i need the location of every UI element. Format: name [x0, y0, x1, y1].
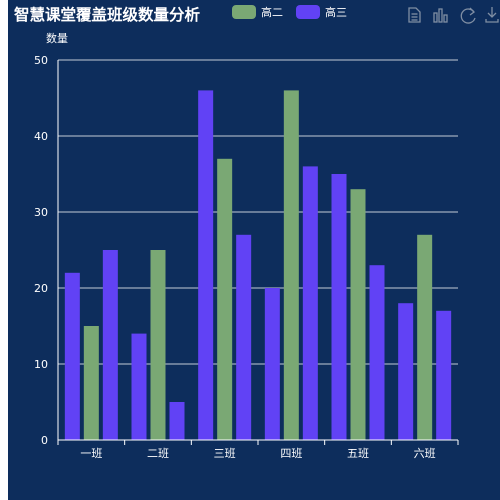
- bar[interactable]: [217, 158, 233, 441]
- y-tick-label: 50: [34, 54, 48, 67]
- y-axis-title: 数量: [46, 32, 68, 45]
- axes: 0 10 20 30 40 50 一班 二班 三班 四班 五班 六班: [34, 54, 459, 460]
- legend-label[interactable]: 高三: [325, 5, 347, 19]
- x-tick-label: 一班: [80, 447, 102, 460]
- bar[interactable]: [150, 250, 166, 440]
- legend-label[interactable]: 高二: [261, 5, 283, 19]
- bar[interactable]: [369, 265, 385, 440]
- x-tick-label: 五班: [347, 447, 369, 460]
- bar[interactable]: [283, 90, 299, 441]
- x-tick-label: 四班: [280, 447, 302, 460]
- bar[interactable]: [436, 310, 452, 440]
- bar[interactable]: [264, 288, 280, 440]
- y-tick-label: 40: [34, 130, 48, 143]
- bar[interactable]: [64, 272, 80, 440]
- bar-series: [64, 90, 452, 441]
- grid-lines: [58, 59, 458, 365]
- bar[interactable]: [198, 90, 214, 441]
- bar[interactable]: [83, 326, 99, 440]
- bar[interactable]: [302, 166, 318, 440]
- bar-chart-icon[interactable]: [433, 8, 448, 23]
- y-tick-label: 0: [41, 434, 48, 447]
- legend: 高二 高三: [232, 5, 347, 19]
- x-tick-label: 三班: [214, 447, 236, 460]
- restore-icon[interactable]: [460, 7, 476, 24]
- bar[interactable]: [131, 333, 147, 440]
- x-tick-label: 六班: [414, 447, 436, 460]
- bar[interactable]: [169, 402, 185, 440]
- bar[interactable]: [331, 174, 347, 440]
- bar[interactable]: [417, 234, 433, 440]
- bar[interactable]: [350, 189, 366, 440]
- data-view-icon[interactable]: [408, 7, 421, 23]
- legend-swatch[interactable]: [232, 5, 256, 19]
- legend-swatch[interactable]: [296, 5, 320, 19]
- bar[interactable]: [236, 234, 252, 440]
- bar[interactable]: [398, 303, 414, 440]
- y-tick-label: 10: [34, 358, 48, 371]
- y-tick-label: 30: [34, 206, 48, 219]
- chart-title: 智慧课堂覆盖班级数量分析: [14, 5, 201, 24]
- bar[interactable]: [102, 250, 118, 440]
- toolbox: [408, 7, 499, 24]
- x-tick-label: 二班: [147, 447, 169, 460]
- save-image-icon[interactable]: [485, 7, 499, 23]
- y-tick-label: 20: [34, 282, 48, 295]
